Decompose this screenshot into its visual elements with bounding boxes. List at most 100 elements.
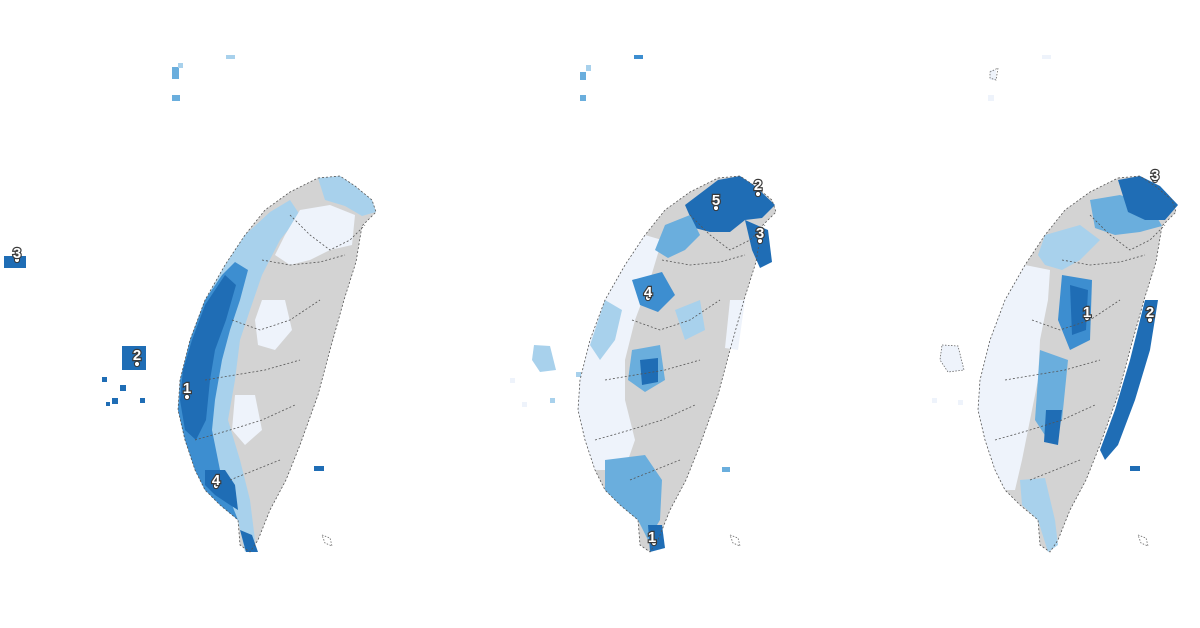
region-west-high: [178, 262, 248, 520]
marker-2: 2: [1145, 303, 1155, 324]
marker-3: 3: [755, 224, 765, 245]
taiwan-map-2: 1 2 3 4 5: [510, 55, 777, 553]
marker-2: 2: [753, 176, 763, 198]
marker-label: 2: [133, 347, 141, 364]
region-northeast-very-high: [745, 220, 772, 268]
islet-matsu-4: [988, 95, 994, 101]
islet-orchid: [729, 534, 741, 547]
marker-3: 3: [1150, 166, 1161, 185]
islet-penghu: [532, 345, 556, 372]
boundary-line: [289, 214, 366, 251]
islet-green: [722, 467, 730, 472]
islet-green: [314, 466, 324, 471]
region-south-very-high: [205, 470, 238, 510]
marker-label: 3: [756, 225, 764, 242]
region-central-very-high: [640, 358, 658, 385]
islet-green: [1130, 466, 1140, 471]
boundary-line: [204, 359, 301, 381]
islet-penghu-d: [576, 372, 581, 377]
region-central-very-high: [1070, 285, 1088, 335]
islet-matsu-4: [580, 95, 586, 101]
islet-matsu-outline: [989, 67, 999, 81]
boundary-line: [1004, 359, 1101, 381]
boundary-line: [594, 404, 696, 441]
islet-penghu: [122, 346, 146, 370]
marker-label: 5: [712, 192, 720, 209]
islet-matsu-1: [172, 67, 179, 79]
boundary-line: [631, 299, 721, 331]
island-outline: [977, 175, 1177, 553]
islet-penghu-e: [106, 402, 110, 406]
region-west-low: [590, 300, 622, 360]
marker-label: 4: [644, 284, 653, 301]
islet-penghu-outline: [939, 344, 965, 373]
marker-label: 3: [1151, 167, 1159, 184]
islet-penghu: [940, 345, 964, 372]
islet-penghu-b: [522, 402, 527, 407]
islet-penghu-b: [120, 385, 126, 391]
island-outline: [577, 175, 777, 553]
boundary-line: [1031, 299, 1121, 331]
region-west-very-low: [978, 265, 1050, 490]
region-north-mid: [655, 215, 700, 258]
marker-1: 1: [647, 528, 658, 547]
marker-label: 1: [648, 529, 656, 546]
region-north-very-low: [275, 205, 355, 265]
marker-label: 2: [754, 177, 762, 194]
boundary-line: [689, 214, 766, 251]
islet-penghu-a: [932, 398, 937, 403]
boundary-line: [1029, 459, 1081, 481]
islet-matsu-2: [586, 65, 591, 71]
islet-penghu-c: [510, 378, 515, 383]
islet-matsu-3: [1042, 55, 1051, 59]
boundary-line: [231, 299, 321, 331]
islet-matsu-1: [990, 70, 996, 80]
marker-1: 1: [182, 379, 192, 401]
islet-orchid: [1137, 534, 1149, 547]
map-panel-2: 1 2 3 4 5: [400, 0, 800, 628]
islet-matsu-3: [226, 55, 235, 59]
map-panel-1: 1 2 3 4: [0, 0, 400, 628]
boundary-line: [604, 359, 701, 381]
taiwan-map-3: 1 2 3: [932, 55, 1178, 553]
region-south-mid: [605, 455, 662, 540]
region-north-very-high: [685, 176, 775, 232]
boundary-line: [229, 459, 281, 481]
islet-matsu-3: [634, 55, 643, 59]
islet-matsu-4: [172, 95, 180, 101]
region-west-very-high: [1044, 410, 1062, 445]
islet-penghu-a: [102, 377, 107, 382]
islet-penghu-a: [550, 398, 555, 403]
marker-2: 2: [132, 346, 142, 368]
boundary-line: [994, 404, 1096, 441]
marker-label: 1: [1083, 304, 1091, 321]
boundary-line: [629, 459, 681, 481]
region-north-low: [318, 176, 376, 216]
region-south-very-low: [232, 395, 262, 445]
boundary-line: [194, 404, 296, 441]
marker-label: 1: [183, 380, 191, 397]
islet-matsu-1: [580, 72, 586, 80]
marker-label: 3: [13, 245, 21, 262]
islet-penghu-d: [140, 398, 145, 403]
region-central-high: [632, 272, 675, 312]
region-west-very-high: [180, 275, 236, 440]
islet-penghu-b: [958, 400, 963, 405]
marker-3: 3: [12, 244, 23, 263]
marker-label: 2: [1146, 304, 1154, 321]
region-east-very-high: [1100, 300, 1158, 460]
islet-matsu-2: [178, 63, 183, 68]
region-east-very-low: [725, 300, 745, 350]
marker-1: 1: [1082, 303, 1093, 322]
marker-4: 4: [211, 471, 222, 490]
region-south-low: [1020, 478, 1058, 552]
island-outline: [177, 175, 377, 553]
islet-penghu-c: [112, 398, 118, 404]
region-tip: [240, 530, 258, 552]
marker-4: 4: [643, 283, 654, 302]
islet-orchid: [321, 534, 333, 547]
marker-5: 5: [711, 191, 721, 212]
region-west-low: [1038, 225, 1100, 270]
taiwan-map-1: 1 2 3 4: [4, 55, 377, 553]
